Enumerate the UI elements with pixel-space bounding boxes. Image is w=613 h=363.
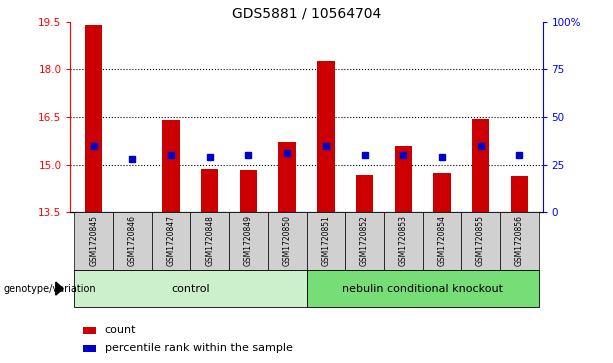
Bar [83, 327, 96, 334]
Bar [74, 270, 306, 307]
Bar [229, 212, 268, 270]
Text: nebulin conditional knockout: nebulin conditional knockout [342, 284, 503, 294]
Bar [317, 61, 335, 212]
Bar [74, 212, 113, 270]
Bar [345, 212, 384, 270]
Bar [461, 212, 500, 270]
Bar [433, 173, 451, 212]
Bar [472, 119, 489, 212]
Bar [240, 170, 257, 212]
Bar [306, 212, 345, 270]
Bar [422, 212, 461, 270]
Bar [162, 120, 180, 212]
Text: GSM1720854: GSM1720854 [438, 215, 446, 266]
Bar [113, 212, 152, 270]
Bar [191, 212, 229, 270]
Bar [268, 212, 306, 270]
Polygon shape [56, 282, 63, 295]
Bar [395, 146, 412, 212]
Text: GSM1720846: GSM1720846 [128, 215, 137, 266]
Text: GSM1720849: GSM1720849 [244, 215, 253, 266]
Title: GDS5881 / 10564704: GDS5881 / 10564704 [232, 7, 381, 21]
Bar [500, 212, 539, 270]
Bar [152, 212, 191, 270]
Text: GSM1720856: GSM1720856 [515, 215, 524, 266]
Bar [85, 25, 102, 212]
Bar [384, 212, 422, 270]
Text: GSM1720852: GSM1720852 [360, 215, 369, 266]
Text: percentile rank within the sample: percentile rank within the sample [105, 343, 292, 354]
Text: GSM1720850: GSM1720850 [283, 215, 292, 266]
Bar [511, 176, 528, 212]
Text: control: control [171, 284, 210, 294]
Text: genotype/variation: genotype/variation [3, 284, 96, 294]
Text: GSM1720851: GSM1720851 [321, 215, 330, 266]
Text: GSM1720848: GSM1720848 [205, 215, 215, 266]
Bar [356, 175, 373, 212]
Bar [201, 170, 218, 212]
Bar [306, 270, 539, 307]
Text: GSM1720845: GSM1720845 [89, 215, 98, 266]
Bar [83, 345, 96, 352]
Text: GSM1720847: GSM1720847 [167, 215, 175, 266]
Text: GSM1720853: GSM1720853 [398, 215, 408, 266]
Text: GSM1720855: GSM1720855 [476, 215, 485, 266]
Text: count: count [105, 325, 136, 335]
Bar [278, 143, 296, 212]
